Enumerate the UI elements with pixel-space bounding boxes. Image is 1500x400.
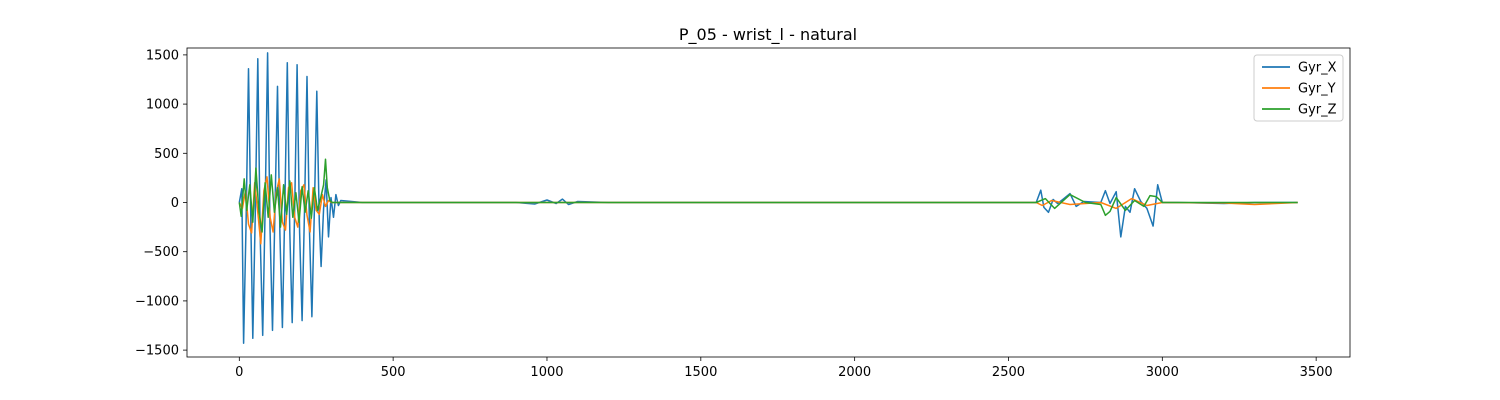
legend-label: Gyr_Y [1298, 82, 1336, 97]
x-tick-label: 1000 [530, 365, 563, 380]
x-tick-label: 3000 [1146, 365, 1179, 380]
series-line-gyr-z [238, 158, 1298, 233]
y-tick-label: 0 [171, 196, 179, 211]
series-line-gyr-y [238, 176, 1298, 245]
y-tick-label: 500 [154, 147, 179, 162]
y-tick-label: −1500 [135, 344, 179, 359]
legend-box [1253, 54, 1344, 122]
chart-title: P_05 - wrist_l - natural [679, 25, 857, 45]
x-tick-label: 0 [235, 365, 243, 380]
plot-area [238, 52, 1298, 344]
y-tick-label: 1000 [146, 98, 179, 113]
series-line-gyr-x [238, 52, 1298, 344]
y-tick-label: −500 [143, 245, 179, 260]
legend-label: Gyr_Z [1298, 103, 1337, 118]
y-tick-label: −1000 [135, 294, 179, 309]
x-tick-label: 1500 [684, 365, 717, 380]
x-tick-label: 500 [381, 365, 406, 380]
x-tick-label: 2500 [992, 365, 1025, 380]
legend: Gyr_X Gyr_Y Gyr_Z [1253, 54, 1344, 122]
legend-label: Gyr_X [1298, 61, 1337, 76]
x-tick-label: 3500 [1300, 365, 1333, 380]
axes: 0 500 1000 1500 2000 2500 3000 3500 −1500 −1000 −5… [135, 47, 1351, 380]
x-tick-label: 2000 [838, 365, 871, 380]
y-tick-label: 1500 [146, 48, 179, 63]
